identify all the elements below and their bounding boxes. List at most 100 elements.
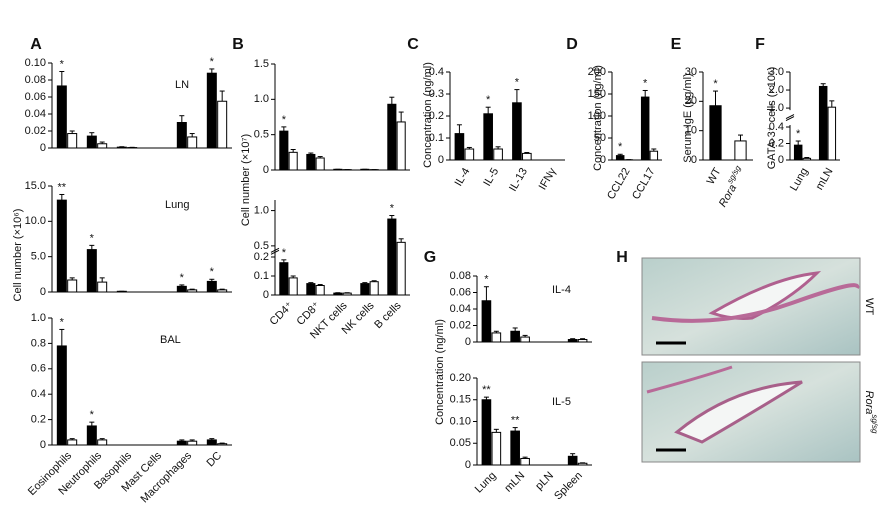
- bar: [578, 463, 587, 465]
- bar: [492, 432, 501, 465]
- x-tick-label: CCL17: [630, 166, 658, 202]
- bar: [794, 145, 802, 160]
- y-tick-label: 0.5: [254, 240, 269, 252]
- bar: [735, 141, 746, 160]
- bar: [57, 86, 66, 148]
- x-tick-label: DC: [204, 450, 224, 470]
- bar: [57, 200, 66, 292]
- bar: [98, 282, 107, 292]
- subplot-title: IL-4: [552, 284, 571, 296]
- bar: [578, 340, 587, 342]
- y-tick-label: 0.8: [31, 337, 46, 349]
- significance: *: [643, 77, 648, 89]
- panel-letter: A: [30, 36, 42, 53]
- panel-label: Rorasg/sg: [863, 391, 879, 435]
- panel-letter: G: [424, 249, 436, 266]
- x-tick-label: WT: [705, 166, 724, 187]
- panel-label-sup: sg/sg: [870, 414, 879, 434]
- bar: [455, 134, 464, 160]
- bar: [803, 158, 811, 160]
- significance: *: [210, 266, 215, 278]
- bar: [68, 134, 77, 148]
- bar: [117, 147, 126, 148]
- y-tick-label: 0.02: [25, 125, 46, 137]
- bar: [819, 86, 827, 160]
- x-tick-label-sup: sg/sg: [725, 164, 743, 186]
- x-tick-label: CCL22: [605, 166, 633, 202]
- x-tick-label-main: Rora: [717, 183, 739, 210]
- panel-label-main: Rora: [863, 391, 875, 415]
- bar: [207, 281, 216, 292]
- axis-break: [786, 117, 794, 121]
- y-tick-label: 0: [438, 154, 444, 166]
- bar: [87, 426, 96, 445]
- y-tick-label: 0.20: [450, 372, 471, 384]
- y-tick-label: 0.2: [254, 251, 269, 263]
- bar: [289, 278, 297, 295]
- y-tick-label: 0.10: [450, 415, 471, 427]
- panel-letter: H: [616, 249, 628, 266]
- bar: [465, 149, 474, 160]
- significance: *: [390, 202, 395, 214]
- y-tick-label: 0.08: [25, 74, 46, 86]
- y-tick-label: 0.10: [25, 57, 46, 69]
- x-tick-label: IL-4: [453, 166, 473, 188]
- bar: [98, 144, 107, 148]
- significance: **: [58, 181, 67, 193]
- x-tick-label: Lung: [473, 470, 499, 496]
- x-tick-label: pLN: [533, 470, 556, 493]
- panel-label: WT: [863, 298, 875, 315]
- y-tick-label: 0.6: [31, 363, 46, 375]
- y-tick-label: 0: [263, 164, 269, 176]
- bar: [343, 293, 351, 295]
- bar: [68, 440, 77, 445]
- panel-letter: D: [566, 36, 578, 53]
- bar: [218, 101, 227, 148]
- significance: *: [515, 77, 520, 89]
- y-tick-label: 0.02: [450, 319, 471, 331]
- bar: [511, 431, 520, 465]
- bar: [568, 456, 577, 465]
- bar: [370, 282, 378, 295]
- y-tick-label: 10.0: [25, 215, 46, 227]
- bar: [828, 107, 836, 160]
- significance: *: [484, 274, 489, 286]
- y-axis-label: Cell number (×10⁶): [12, 209, 24, 302]
- bar: [521, 337, 530, 342]
- x-tick-label: CD4⁺: [268, 300, 296, 328]
- y-tick-label: 0.05: [450, 437, 471, 449]
- x-tick-label: Lung: [788, 166, 811, 193]
- y-tick-label: 15.0: [25, 180, 46, 192]
- bar: [289, 152, 297, 170]
- bar: [188, 290, 197, 292]
- bar: [616, 156, 624, 160]
- x-tick-label: Spleen: [552, 470, 585, 503]
- y-axis-label: Serum IgE (µg/ml): [682, 73, 694, 162]
- y-tick-label: 0: [40, 439, 46, 451]
- bar: [484, 114, 493, 160]
- y-tick-label: 0: [40, 286, 46, 298]
- bar: [568, 340, 577, 342]
- subplot-title: LN: [175, 79, 189, 91]
- x-tick-label: IL-13: [507, 166, 530, 194]
- bar: [188, 441, 197, 445]
- significance: *: [713, 78, 718, 90]
- y-tick-label: 0.06: [450, 286, 471, 298]
- y-tick-label: 0.04: [25, 108, 46, 120]
- significance: **: [511, 414, 520, 426]
- bar: [397, 242, 405, 295]
- bar: [207, 440, 216, 445]
- bar: [650, 151, 658, 160]
- bar: [177, 441, 186, 445]
- significance: *: [486, 94, 491, 106]
- bar: [482, 400, 491, 465]
- significance: *: [60, 316, 65, 328]
- y-tick-label: 1.0: [31, 312, 46, 324]
- panel-letter: C: [407, 36, 419, 53]
- y-tick-label: 0.1: [254, 270, 269, 282]
- bar: [513, 103, 522, 160]
- bar: [87, 136, 96, 148]
- bar: [482, 301, 491, 342]
- bar: [492, 333, 501, 342]
- significance: *: [282, 247, 287, 259]
